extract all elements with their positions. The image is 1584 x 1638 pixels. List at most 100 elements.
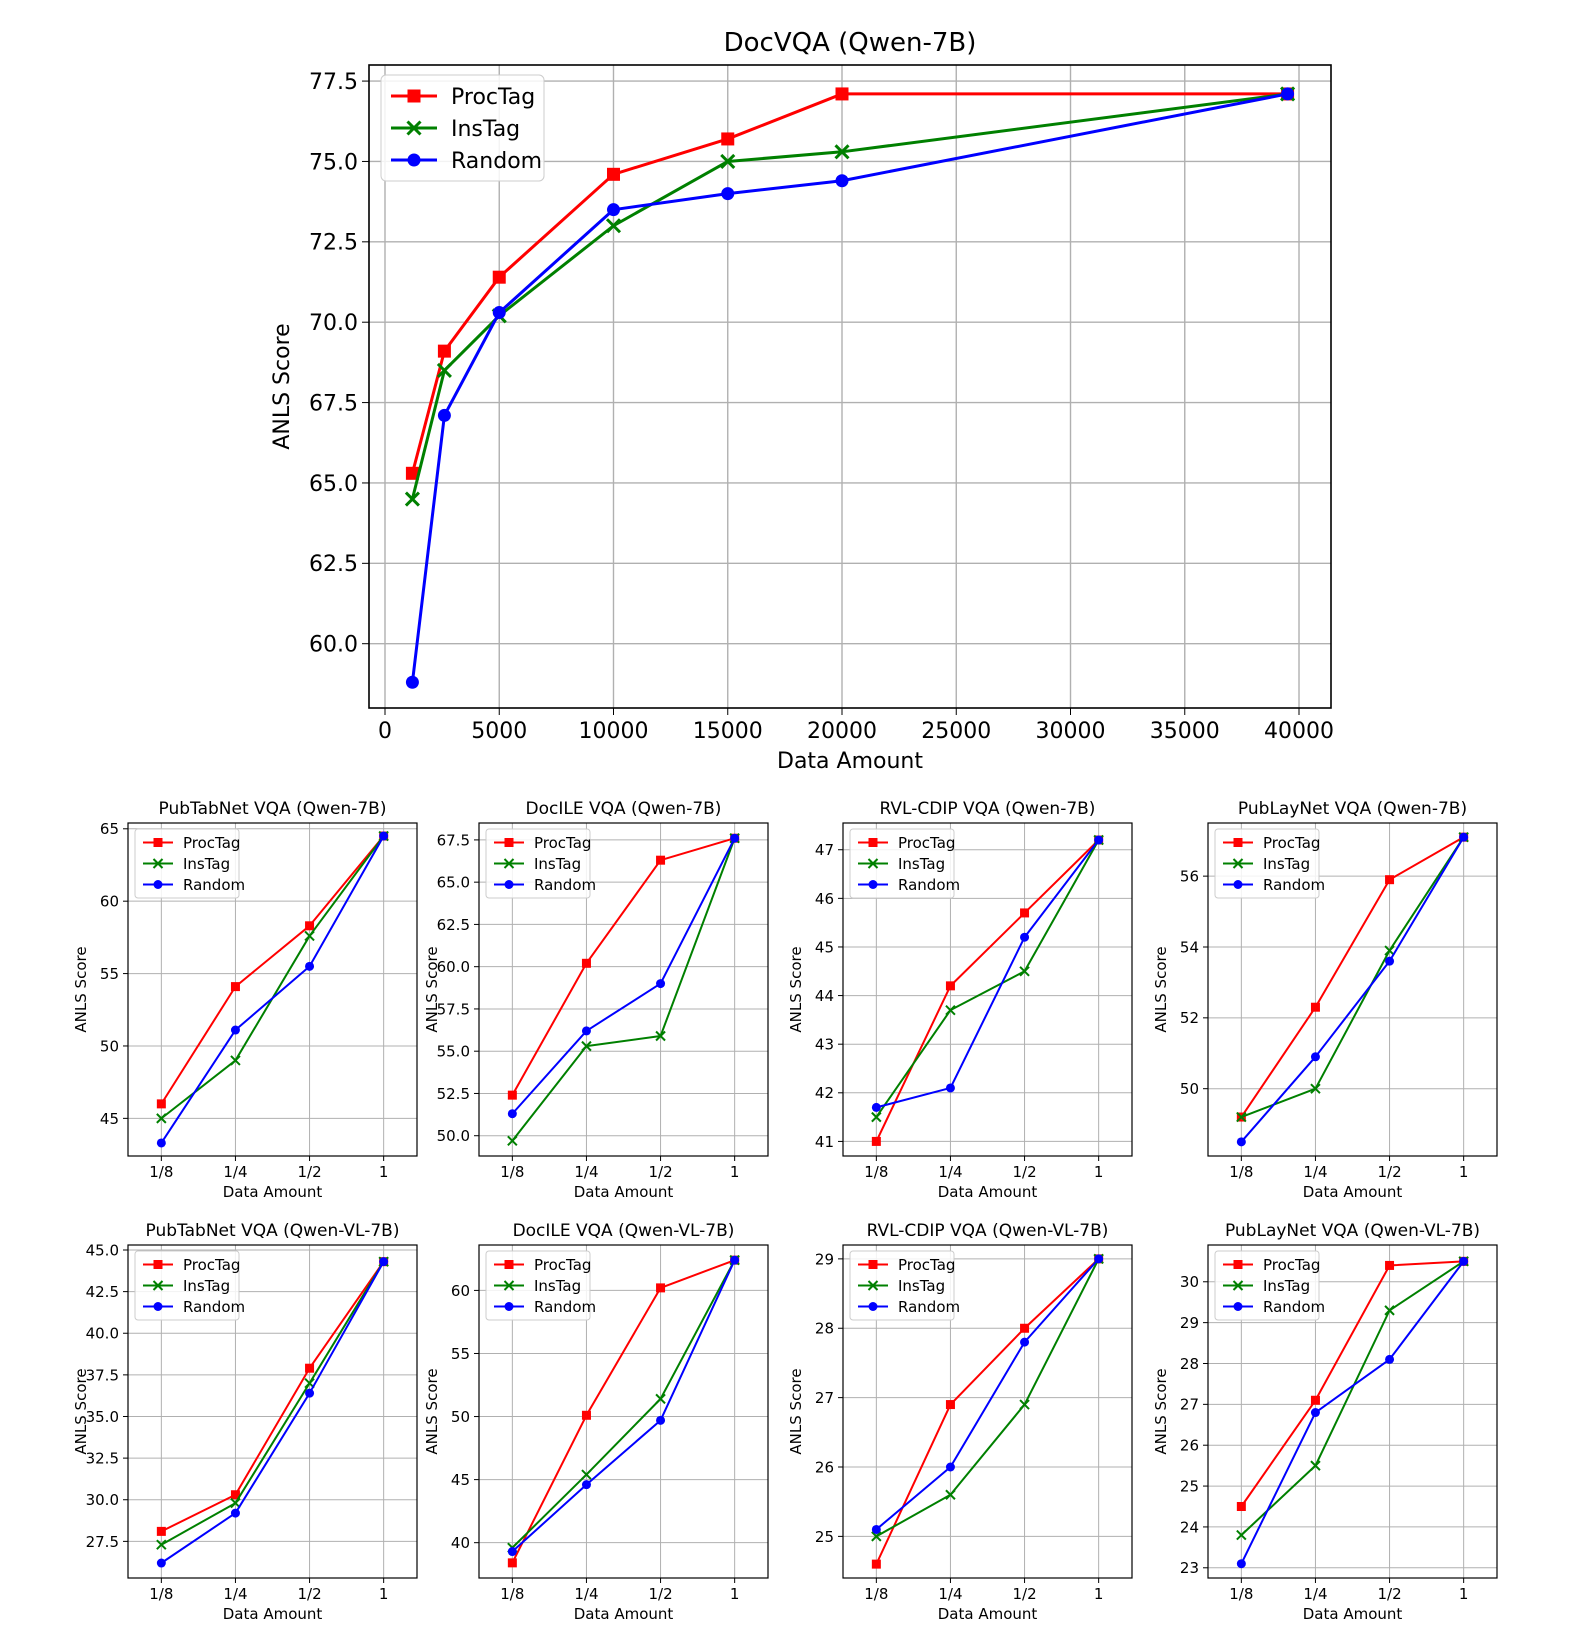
y-axis-label: ANLS Score [1152, 1368, 1170, 1454]
y-tick-label: 42.5 [86, 1283, 119, 1301]
x-tick-label: 1/2 [1012, 1585, 1036, 1603]
x-tick-label: 1 [1459, 1163, 1469, 1181]
data-point [230, 1497, 241, 1509]
legend-label: ProcTag [534, 834, 591, 852]
data-point [834, 144, 850, 160]
data-point [1310, 1083, 1321, 1094]
y-tick-label: 29 [1180, 1314, 1199, 1332]
legend-label: ProcTag [1263, 834, 1320, 852]
legend-label: Random [534, 876, 596, 894]
y-tick-label: 77.5 [309, 70, 358, 95]
y-tick-label: 45 [451, 1471, 470, 1489]
series-random [871, 835, 1104, 1112]
y-tick-label: 62.5 [309, 552, 358, 577]
y-tick-label: 29 [815, 1250, 834, 1268]
y-tick-label: 27 [1180, 1396, 1199, 1414]
data-point [437, 408, 451, 422]
legend-swatch-marker [153, 1302, 163, 1311]
legend-item-proctag: ProcTag [494, 1256, 591, 1274]
data-point [1019, 1399, 1030, 1410]
legend-swatch-marker [503, 1280, 515, 1291]
data-point [156, 1113, 167, 1124]
y-axis-label: ANLS Score [787, 946, 805, 1032]
y-tick-label: 24 [1180, 1518, 1199, 1536]
series-line [511, 1259, 736, 1553]
x-tick-label: 1/2 [1012, 1163, 1036, 1181]
y-tick-label: 43 [815, 1036, 834, 1054]
x-tick-label: 1/8 [1229, 1585, 1253, 1603]
legend-swatch-marker [1233, 1260, 1243, 1269]
chart-publaynet-vqa-qwen-7b: 1/8 1/4 1/2 1 50 52 54 56 PubLayNet VQA (Qwen-7B… [1152, 799, 1498, 1201]
y-tick-label: 75.0 [309, 150, 358, 175]
legend: ProcTag InsTag Random [1214, 1250, 1325, 1321]
legend-label: InsTag [1263, 855, 1310, 873]
x-tick-label: 1/4 [938, 1585, 962, 1603]
x-tick-label: 1/4 [938, 1163, 962, 1181]
y-tick-label: 67.5 [309, 391, 358, 416]
data-point [656, 1283, 666, 1293]
legend-label: ProcTag [451, 85, 535, 110]
data-point [1236, 1559, 1246, 1569]
x-tick-label: 1/4 [1303, 1163, 1327, 1181]
series-line [1240, 836, 1465, 1118]
series-random [1236, 832, 1469, 1147]
data-point [1310, 1052, 1320, 1062]
y-tick-label: 60 [451, 1282, 470, 1300]
x-tick-label: 1/8 [500, 1163, 524, 1181]
data-point [871, 1111, 882, 1123]
y-tick-label: 52.5 [437, 1085, 470, 1103]
x-tick-label: 20000 [807, 719, 877, 744]
data-point [871, 1136, 881, 1146]
data-point [1310, 1408, 1320, 1418]
x-tick-label: 1/2 [648, 1585, 672, 1603]
legend-swatch-marker [1232, 858, 1244, 869]
axes-frame [842, 1244, 1133, 1579]
x-tick-label: 0 [378, 719, 392, 744]
data-point [404, 491, 420, 507]
legend-swatch-marker [504, 838, 514, 847]
legend-item-random: Random [1223, 876, 1325, 894]
x-tick-label: 1/8 [149, 1585, 173, 1603]
y-axis-label: ANLS Score [423, 946, 441, 1032]
legend: ProcTag InsTag Random [485, 828, 596, 899]
x-axis-label: Data Amount [223, 1183, 323, 1201]
legend-item-instag: InsTag [143, 855, 230, 873]
data-point [730, 1255, 740, 1265]
legend-item-instag: InsTag [494, 1277, 581, 1295]
legend-item-random: Random [858, 1298, 960, 1316]
legend: ProcTag InsTag Random [380, 74, 545, 182]
legend-swatch-marker [153, 880, 163, 889]
x-tick-label: 1 [730, 1163, 740, 1181]
legend-swatch-marker [868, 1260, 878, 1269]
data-point [1385, 875, 1395, 885]
data-point [655, 1030, 666, 1042]
legend-swatch-marker [503, 858, 515, 869]
legend-label: Random [1263, 1298, 1325, 1316]
x-tick-label: 35000 [1150, 719, 1220, 744]
series-random [1236, 1256, 1469, 1569]
legend-item-instag: InsTag [858, 855, 945, 873]
data-point [156, 1526, 166, 1536]
y-tick-label: 27 [815, 1389, 834, 1407]
y-axis-label: ANLS Score [423, 1368, 441, 1454]
legend-label: ProcTag [183, 834, 240, 852]
legend-swatch-marker [504, 1260, 514, 1269]
legend-label: ProcTag [898, 1256, 955, 1274]
chart-title: PubTabNet VQA (Qwen-7B) [159, 799, 387, 819]
y-tick-label: 25 [1180, 1477, 1199, 1495]
legend-item-instag: InsTag [1223, 1277, 1310, 1295]
data-point [1310, 1395, 1320, 1405]
data-point [1384, 1305, 1395, 1316]
chart-publaynet-vqa-qwen-vl-7b: 1/8 1/4 1/2 1 23 24 25 26 27 28 29 30 PubLayNet VQA … [1152, 1221, 1498, 1623]
legend-box [380, 74, 545, 182]
x-axis-label: Data Amount [223, 1605, 323, 1623]
series-random [156, 831, 389, 1148]
legend-item-instag: InsTag [143, 1277, 230, 1295]
series-line [511, 837, 735, 1096]
y-tick-label: 47 [815, 841, 834, 859]
axes-frame [842, 822, 1133, 1157]
legend-item-random: Random [391, 149, 542, 174]
data-point [945, 1462, 955, 1472]
y-axis-label: ANLS Score [1152, 946, 1170, 1032]
data-point [655, 1393, 666, 1405]
